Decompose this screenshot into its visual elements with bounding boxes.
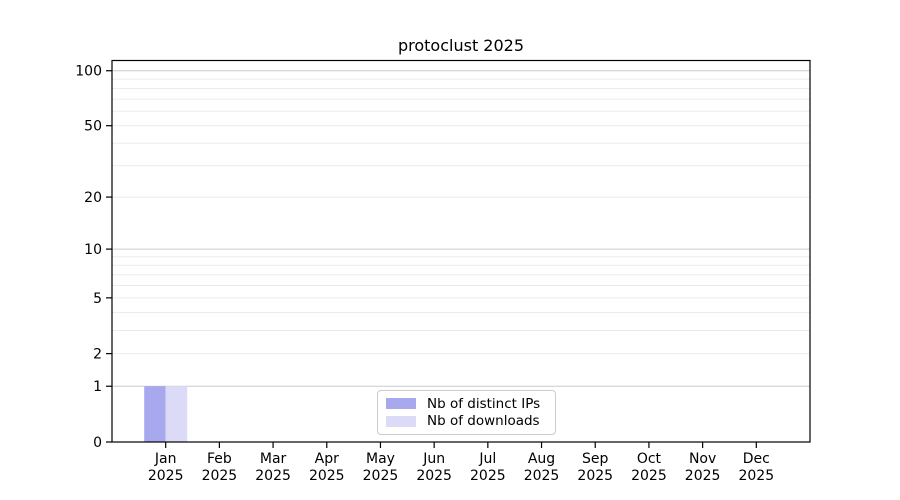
x-tick-label-year: 2025 [416,468,452,484]
y-tick-label: 100 [75,64,102,80]
x-tick-label-month: Jun [422,451,445,467]
x-tick-label-month: Sep [582,451,609,467]
x-tick-label-month: Dec [743,451,770,467]
bar-distinct-ips-jan [144,386,166,442]
legend-swatch-distinct-ips-icon [386,398,416,410]
x-tick-label-month: Feb [207,451,232,467]
legend-label-distinct-ips: Nb of distinct IPs [427,395,541,412]
y-tick-label: 5 [93,291,102,307]
x-tick-label-year: 2025 [255,468,291,484]
x-tick-label-month: Mar [260,451,287,467]
legend: Nb of distinct IPs Nb of downloads [377,390,556,435]
x-tick-label-month: Oct [637,451,662,467]
legend-swatch-downloads-icon [386,415,416,427]
x-tick-label-year: 2025 [309,468,345,484]
x-tick-label-year: 2025 [148,468,184,484]
x-tick-label-year: 2025 [524,468,560,484]
axes-spines [111,59,811,443]
chart-title: protoclust 2025 [397,36,525,55]
legend-label-downloads: Nb of downloads [427,413,540,430]
x-tick-label-month: Apr [315,451,339,467]
y-tick-label: 2 [93,347,102,363]
x-tick-label-month: Jul [478,451,496,467]
x-tick-label-month: Jan [154,451,177,467]
x-tick-label-year: 2025 [738,468,774,484]
x-tick-label-month: May [366,451,395,467]
y-tick-label: 10 [84,242,102,258]
bar-downloads-jan [165,386,188,442]
x-tick-label-year: 2025 [685,468,721,484]
x-tick-label-month: Nov [689,451,716,467]
x-tick-label-year: 2025 [363,468,399,484]
x-tick-label-year: 2025 [577,468,613,484]
x-tick-label-year: 2025 [631,468,667,484]
legend-item-distinct-ips: Nb of distinct IPs [386,395,547,412]
y-tick-label: 1 [93,379,102,395]
x-tick-label-month: Aug [528,451,555,467]
y-tick-label: 50 [84,119,102,135]
y-tick-label: 0 [93,435,102,451]
y-tick-label: 20 [84,190,102,206]
legend-item-downloads: Nb of downloads [386,413,547,430]
x-tick-label-year: 2025 [202,468,238,484]
x-tick-label-year: 2025 [470,468,506,484]
